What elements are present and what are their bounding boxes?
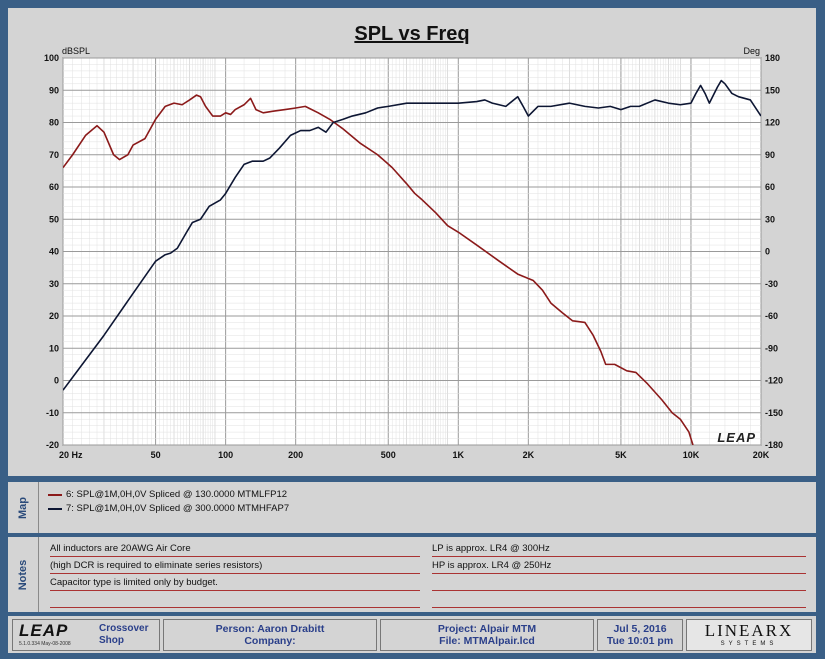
y-left-tick-label: -10 bbox=[46, 408, 59, 418]
note-right-3 bbox=[432, 575, 806, 591]
y-right-tick-label: -30 bbox=[765, 279, 778, 289]
y-right-tick-label: -90 bbox=[765, 343, 778, 353]
x-tick-label: 200 bbox=[288, 450, 303, 460]
y-left-tick-label: 70 bbox=[49, 150, 59, 160]
chart-title: SPL vs Freq bbox=[354, 23, 469, 45]
y-right-tick-label: 60 bbox=[765, 182, 775, 192]
note-left-2: (high DCR is required to eliminate serie… bbox=[50, 558, 420, 574]
person-text: Person: Aaron Drabitt bbox=[215, 623, 325, 635]
left-axis-label: dBSPL bbox=[62, 46, 90, 56]
note-left-1: All inductors are 20AWG Air Core bbox=[50, 541, 420, 557]
footer-brand-box: LINEARX SYSTEMS bbox=[686, 619, 812, 651]
legend-label-6: 6: SPL@1M,0H,0V Spliced @ 130.0000 MTMLF… bbox=[66, 489, 288, 500]
version-text: 5.1.0.334 May-08-2008 bbox=[19, 641, 71, 647]
map-tab-label: Map bbox=[17, 496, 29, 519]
y-right-tick-label: 120 bbox=[765, 118, 780, 128]
linearx-sub: SYSTEMS bbox=[720, 641, 778, 647]
x-tick-label: 50 bbox=[151, 450, 161, 460]
footer-project-box: Project: Alpair MTM File: MTMAlpair.lcd bbox=[380, 619, 594, 651]
product-line2: Shop bbox=[99, 635, 124, 646]
note-right-2: HP is approx. LR4 @ 250Hz bbox=[432, 558, 806, 574]
leap-watermark: LEAP bbox=[717, 430, 756, 445]
legend-swatch-7 bbox=[48, 507, 62, 510]
legend-swatch-6 bbox=[48, 493, 62, 496]
date-text: Jul 5, 2016 bbox=[613, 623, 667, 635]
map-panel: Map 6: SPL@1M,0H,0V Spliced @ 130.0000 M… bbox=[8, 482, 816, 533]
y-left-tick-label: 60 bbox=[49, 182, 59, 192]
x-tick-label: 10K bbox=[683, 450, 700, 460]
footer-panel: LEAP 5.1.0.334 May-08-2008 Crossover Sho… bbox=[8, 616, 816, 653]
map-tab[interactable]: Map bbox=[8, 482, 39, 533]
y-right-tick-label: 0 bbox=[765, 247, 770, 257]
product-line1: Crossover bbox=[99, 623, 149, 634]
y-right-tick-label: -120 bbox=[765, 376, 783, 386]
y-right-tick-label: -60 bbox=[765, 311, 778, 321]
x-tick-label: 500 bbox=[381, 450, 396, 460]
notes-panel: Notes All inductors are 20AWG Air Core (… bbox=[8, 537, 816, 612]
x-tick-label: 20 Hz bbox=[59, 450, 83, 460]
y-left-tick-label: 20 bbox=[49, 311, 59, 321]
grid bbox=[62, 57, 762, 446]
series-line-6 bbox=[63, 94, 694, 445]
footer-logo-box: LEAP 5.1.0.334 May-08-2008 Crossover Sho… bbox=[12, 619, 160, 651]
note-left-3: Capacitor type is limited only by budget… bbox=[50, 575, 420, 591]
y-left-tick-label: 50 bbox=[49, 214, 59, 224]
y-left-tick-label: 90 bbox=[49, 85, 59, 95]
x-tick-label: 1K bbox=[453, 450, 465, 460]
tick-labels: 20 Hz 50 100 200 500 1K 2K 5K 10K 20K100908070605… bbox=[44, 53, 783, 460]
company-text: Company: bbox=[244, 635, 296, 647]
project-text: Project: Alpair MTM bbox=[437, 623, 537, 635]
x-tick-label: 100 bbox=[218, 450, 233, 460]
note-right-4 bbox=[432, 592, 806, 608]
series-group bbox=[63, 79, 761, 445]
footer-person-box: Person: Aaron Drabitt Company: bbox=[163, 619, 377, 651]
x-tick-label: 2K bbox=[523, 450, 535, 460]
y-left-tick-label: 0 bbox=[54, 376, 59, 386]
y-right-tick-label: -150 bbox=[765, 408, 783, 418]
notes-tab[interactable]: Notes bbox=[8, 537, 39, 612]
y-left-tick-label: 100 bbox=[44, 53, 59, 63]
chart-panel: SPL vs Freq dBSPL Deg 20 Hz 50 100 200 500 1K… bbox=[8, 8, 816, 476]
y-left-tick-label: 10 bbox=[49, 343, 59, 353]
x-tick-label: 5K bbox=[615, 450, 627, 460]
file-text: File: MTMAlpair.lcd bbox=[439, 635, 535, 647]
y-left-tick-label: 30 bbox=[49, 279, 59, 289]
y-left-tick-label: 80 bbox=[49, 118, 59, 128]
y-right-tick-label: 30 bbox=[765, 214, 775, 224]
linearx-logo: LINEARX bbox=[704, 621, 794, 640]
leap-logo: LEAP bbox=[19, 621, 69, 640]
note-left-4 bbox=[50, 592, 420, 608]
time-text: Tue 10:01 pm bbox=[606, 635, 674, 647]
y-right-tick-label: 150 bbox=[765, 85, 780, 95]
note-right-1: LP is approx. LR4 @ 300Hz bbox=[432, 541, 806, 557]
legend-label-7: 7: SPL@1M,0H,0V Spliced @ 300.0000 MTMHF… bbox=[66, 503, 290, 514]
legend-entry: 7: SPL@1M,0H,0V Spliced @ 300.0000 MTMHF… bbox=[48, 503, 289, 514]
y-left-tick-label: 40 bbox=[49, 247, 59, 257]
footer-date-box: Jul 5, 2016 Tue 10:01 pm bbox=[597, 619, 683, 651]
y-right-tick-label: 180 bbox=[765, 53, 780, 63]
right-axis-label: Deg bbox=[743, 46, 760, 56]
legend-entry: 6: SPL@1M,0H,0V Spliced @ 130.0000 MTMLF… bbox=[48, 489, 287, 500]
x-tick-label: 20K bbox=[753, 450, 770, 460]
spl-chart: SPL vs Freq dBSPL Deg 20 Hz 50 100 200 500 1K… bbox=[44, 23, 783, 460]
notes-tab-label: Notes bbox=[17, 559, 29, 590]
series-line-7 bbox=[63, 79, 761, 391]
y-right-tick-label: 90 bbox=[765, 150, 775, 160]
y-right-tick-label: -180 bbox=[765, 440, 783, 450]
y-left-tick-label: -20 bbox=[46, 440, 59, 450]
